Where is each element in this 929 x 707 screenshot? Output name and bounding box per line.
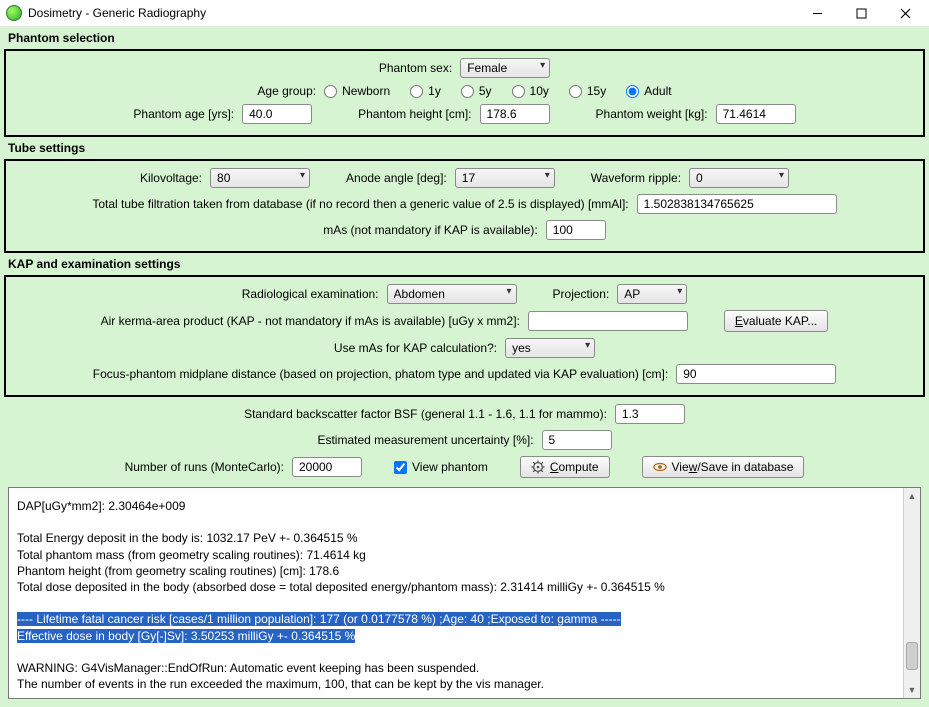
phantom-sex-label: Phantom sex: — [379, 61, 452, 75]
kap-label: Air kerma-area product (KAP - not mandat… — [101, 314, 520, 328]
phantom-section: Phantom sex: Female Age group: Newborn 1y… — [4, 49, 925, 137]
maximize-button[interactable] — [839, 0, 883, 26]
runs-label: Number of runs (MonteCarlo): — [125, 460, 284, 474]
scroll-up-arrow[interactable]: ▲ — [904, 488, 920, 504]
gear-icon — [531, 460, 545, 474]
phantom-weight-label: Phantom weight [kg]: — [596, 107, 708, 121]
age-group-option-label: Adult — [644, 84, 671, 98]
view-save-db-button[interactable]: View/Save in database — [642, 456, 805, 478]
kv-select[interactable]: 80 — [210, 168, 310, 188]
output-line: Total dose deposited in the body (absorb… — [17, 579, 895, 595]
anode-select[interactable]: 17 — [455, 168, 555, 188]
output-line-highlight: ---- Lifetime fatal cancer risk [cases/1… — [17, 611, 895, 627]
output-line: Total phantom mass (from geometry scalin… — [17, 547, 895, 563]
view-phantom-label: View phantom — [412, 460, 488, 474]
phantom-age-label: Phantom age [yrs]: — [133, 107, 234, 121]
output-line: DAP[uGy*mm2]: 2.30464e+009 — [17, 498, 895, 514]
output-line: WARNING: G4VisManager::EndOfRun: Automat… — [17, 660, 895, 676]
output-line: Phantom height (from geometry scaling ro… — [17, 563, 895, 579]
output-text[interactable]: DAP[uGy*mm2]: 2.30464e+009 Total Energy … — [9, 488, 903, 698]
age-group-option[interactable]: Newborn — [324, 84, 390, 98]
age-group-option[interactable]: 10y — [512, 84, 549, 98]
age-group-option-label: 5y — [479, 84, 492, 98]
runs-input[interactable] — [292, 457, 362, 477]
fsd-label: Focus-phantom midplane distance (based o… — [93, 367, 668, 381]
kv-label: Kilovoltage: — [140, 171, 202, 185]
tube-section-title: Tube settings — [8, 141, 925, 155]
uncertainty-input[interactable] — [542, 430, 612, 450]
phantom-age-input[interactable] — [242, 104, 312, 124]
ripple-select[interactable]: 0 — [689, 168, 789, 188]
titlebar: Dosimetry - Generic Radiography — [0, 0, 929, 27]
age-group-radios: Newborn 1y 5y 10y 15y Adult — [324, 84, 671, 98]
phantom-sex-select[interactable]: Female — [460, 58, 550, 78]
evaluate-kap-button[interactable]: Evaluate KAP... — [724, 310, 829, 332]
minimize-button[interactable] — [795, 0, 839, 26]
bsf-input[interactable] — [615, 404, 685, 424]
mas-label: mAs (not mandatory if KAP is available): — [323, 223, 538, 237]
age-group-option-label: 15y — [587, 84, 606, 98]
ripple-label: Waveform ripple: — [591, 171, 681, 185]
scroll-thumb[interactable] — [906, 642, 918, 670]
age-group-option-label: 10y — [530, 84, 549, 98]
bsf-label: Standard backscatter factor BSF (general… — [244, 407, 607, 421]
age-group-option-label: Newborn — [342, 84, 390, 98]
uncertainty-label: Estimated measurement uncertainty [%]: — [317, 433, 533, 447]
proj-select[interactable]: AP — [617, 284, 687, 304]
use-mas-label: Use mAs for KAP calculation?: — [334, 341, 497, 355]
age-group-label: Age group: — [257, 84, 316, 98]
scroll-down-arrow[interactable]: ▼ — [904, 682, 920, 698]
age-group-radio[interactable] — [324, 85, 337, 98]
fsd-input[interactable] — [676, 364, 836, 384]
age-group-radio[interactable] — [461, 85, 474, 98]
kap-input[interactable] — [528, 311, 688, 331]
age-group-option-label: 1y — [428, 84, 441, 98]
view-phantom-checkbox-wrap[interactable]: View phantom — [394, 460, 488, 474]
kap-section: Radiological examination: Abdomen Projec… — [4, 275, 925, 397]
proj-label: Projection: — [553, 287, 610, 301]
filtration-label: Total tube filtration taken from databas… — [92, 197, 628, 211]
app-icon — [6, 5, 22, 21]
phantom-height-input[interactable] — [480, 104, 550, 124]
age-group-option[interactable]: Adult — [626, 84, 671, 98]
age-group-option[interactable]: 15y — [569, 84, 606, 98]
phantom-height-label: Phantom height [cm]: — [358, 107, 471, 121]
exam-select[interactable]: Abdomen — [387, 284, 517, 304]
anode-label: Anode angle [deg]: — [346, 171, 447, 185]
output-panel: DAP[uGy*mm2]: 2.30464e+009 Total Energy … — [8, 487, 921, 699]
exam-label: Radiological examination: — [242, 287, 379, 301]
output-line: The number of events in the run exceeded… — [17, 676, 895, 692]
kap-section-title: KAP and examination settings — [8, 257, 925, 271]
age-group-radio[interactable] — [569, 85, 582, 98]
age-group-radio[interactable] — [512, 85, 525, 98]
tube-section: Kilovoltage: 80 Anode angle [deg]: 17 Wa… — [4, 159, 925, 253]
age-group-option[interactable]: 5y — [461, 84, 492, 98]
compute-button[interactable]: Compute — [520, 456, 610, 478]
use-mas-select[interactable]: yes — [505, 338, 595, 358]
window-title: Dosimetry - Generic Radiography — [28, 6, 795, 20]
output-line-highlight: Effective dose in body [Gy[-]Sv]: 3.5025… — [17, 628, 895, 644]
age-group-radio[interactable] — [626, 85, 639, 98]
age-group-option[interactable]: 1y — [410, 84, 441, 98]
scrollbar[interactable]: ▲ ▼ — [903, 488, 920, 698]
close-button[interactable] — [883, 0, 927, 26]
mas-input[interactable] — [546, 220, 606, 240]
view-phantom-checkbox[interactable] — [394, 461, 407, 474]
phantom-weight-input[interactable] — [716, 104, 796, 124]
filtration-input[interactable] — [637, 194, 837, 214]
eye-icon — [653, 460, 667, 474]
output-line: Total Energy deposit in the body is: 103… — [17, 530, 895, 546]
age-group-radio[interactable] — [410, 85, 423, 98]
phantom-section-title: Phantom selection — [8, 31, 925, 45]
